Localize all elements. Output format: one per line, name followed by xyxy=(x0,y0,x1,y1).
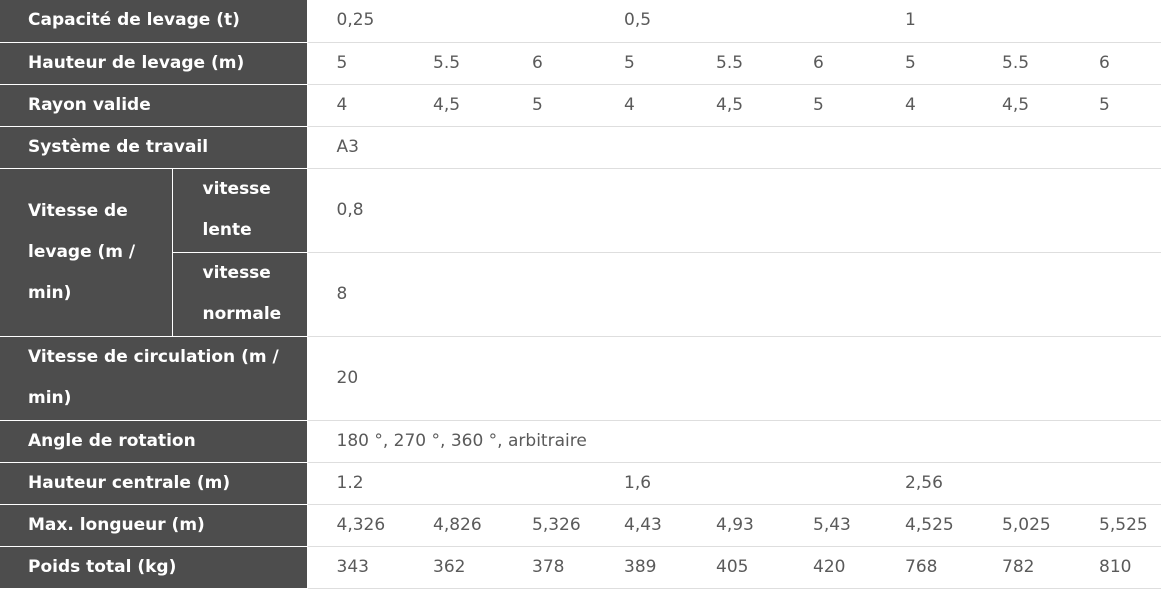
table-cell: 810 xyxy=(1070,546,1161,589)
table-cell: 4,326 xyxy=(307,504,405,547)
table-cell: 0,5 xyxy=(595,0,877,43)
table-cell: 180 °, 270 °, 360 °, arbitraire xyxy=(307,420,1161,463)
table-cell: 6 xyxy=(503,42,596,85)
table-cell: 4,5 xyxy=(687,84,785,127)
sub-row-label: vitesse normale xyxy=(172,252,308,337)
table-cell: 4,826 xyxy=(404,504,504,547)
table-cell: A3 xyxy=(307,126,1161,169)
row-label: Vitesse de levage (m / min) xyxy=(0,168,173,337)
table-cell: 362 xyxy=(404,546,504,589)
table-cell: 1.2 xyxy=(307,462,596,505)
table-cell: 0,25 xyxy=(307,0,596,43)
row-angle-rotation: Angle de rotation 180 °, 270 °, 360 °, a… xyxy=(0,420,1161,463)
table-cell: 1,6 xyxy=(595,462,877,505)
table-cell: 378 xyxy=(503,546,596,589)
table-cell: 0,8 xyxy=(307,168,1161,253)
table-cell: 1 xyxy=(876,0,1161,43)
table-cell: 5,43 xyxy=(784,504,877,547)
table-cell: 4 xyxy=(595,84,688,127)
table-cell: 8 xyxy=(307,252,1161,337)
row-label: Poids total (kg) xyxy=(0,546,308,589)
table-cell: 5,025 xyxy=(973,504,1071,547)
table-cell: 389 xyxy=(595,546,688,589)
row-label: Hauteur centrale (m) xyxy=(0,462,308,505)
table-cell: 5 xyxy=(307,42,405,85)
table-cell: 5 xyxy=(784,84,877,127)
table-cell: 782 xyxy=(973,546,1071,589)
table-cell: 5,326 xyxy=(503,504,596,547)
table-cell: 5,525 xyxy=(1070,504,1161,547)
table-cell: 20 xyxy=(307,336,1161,421)
row-hauteur-centrale: Hauteur centrale (m) 1.2 1,6 2,56 xyxy=(0,462,1161,505)
row-poids-total: Poids total (kg) 343 362 378 389 405 420… xyxy=(0,546,1161,589)
table-cell: 5 xyxy=(595,42,688,85)
table-cell: 5.5 xyxy=(404,42,504,85)
row-rayon-valide: Rayon valide 4 4,5 5 4 4,5 5 4 4,5 5 xyxy=(0,84,1161,127)
row-label: Système de travail xyxy=(0,126,308,169)
row-label: Hauteur de levage (m) xyxy=(0,42,308,85)
row-max-longueur: Max. longueur (m) 4,326 4,826 5,326 4,43… xyxy=(0,504,1161,547)
table-cell: 2,56 xyxy=(876,462,1161,505)
table-cell: 4 xyxy=(876,84,974,127)
table-cell: 6 xyxy=(784,42,877,85)
table-cell: 768 xyxy=(876,546,974,589)
row-hauteur-levage: Hauteur de levage (m) 5 5.5 6 5 5.5 6 5 … xyxy=(0,42,1161,85)
table-cell: 343 xyxy=(307,546,405,589)
table-cell: 5.5 xyxy=(973,42,1071,85)
sub-row-label: vitesse lente xyxy=(172,168,308,253)
row-label: Capacité de levage (t) xyxy=(0,0,308,43)
table-cell: 4,5 xyxy=(404,84,504,127)
row-vitesse-circulation: Vitesse de circulation (m / min) 20 xyxy=(0,336,1161,421)
table-cell: 5 xyxy=(503,84,596,127)
table-cell: 4 xyxy=(307,84,405,127)
table-cell: 4,525 xyxy=(876,504,974,547)
row-label: Vitesse de circulation (m / min) xyxy=(0,336,308,421)
table-cell: 405 xyxy=(687,546,785,589)
row-capacite-levage: Capacité de levage (t) 0,25 0,5 1 xyxy=(0,0,1161,43)
row-vitesse-levage-normale: vitesse normale 8 xyxy=(0,252,1161,337)
table-cell: 420 xyxy=(784,546,877,589)
table-cell: 5.5 xyxy=(687,42,785,85)
table-cell: 4,93 xyxy=(687,504,785,547)
table-cell: 5 xyxy=(1070,84,1161,127)
row-label: Max. longueur (m) xyxy=(0,504,308,547)
table-cell: 5 xyxy=(876,42,974,85)
table-cell: 6 xyxy=(1070,42,1161,85)
row-vitesse-levage-lente: Vitesse de levage (m / min) vitesse lent… xyxy=(0,168,1161,337)
row-label: Rayon valide xyxy=(0,84,308,127)
table-cell: 4,5 xyxy=(973,84,1071,127)
table-cell: 4,43 xyxy=(595,504,688,547)
row-systeme-travail: Système de travail A3 xyxy=(0,126,1161,169)
row-label: Angle de rotation xyxy=(0,420,308,463)
